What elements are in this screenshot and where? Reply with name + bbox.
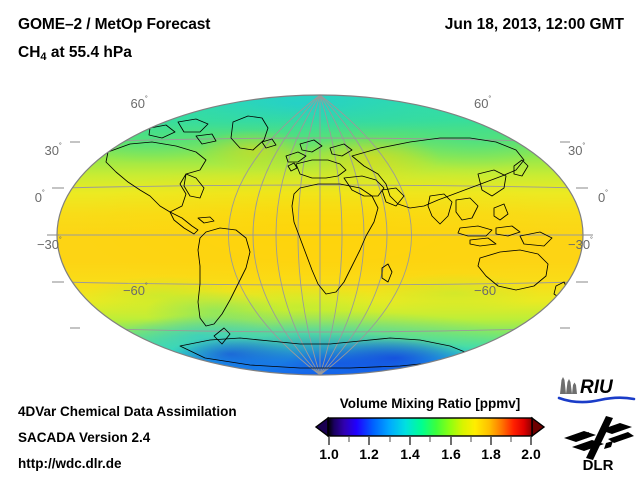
degree-symbol-icon: ˚ [145,281,148,292]
colorbar-tick-1: 1.0 [319,446,339,462]
colorbar-major-ticks [328,437,532,445]
colorbar-title: Volume Mixing Ratio [ppmv] [339,396,521,411]
colorbar: Volume Mixing Ratio [ppmv] [312,396,548,472]
ch4-data-field [57,95,583,375]
datetime-label: Jun 18, 2013, 12:00 GMT [444,16,624,33]
colorbar-minor-ticks [348,437,512,442]
colorbar-extend-high-icon [531,416,546,438]
degree-symbol-icon: ˚ [590,235,594,246]
page-title: GOME–2 / MetOp Forecast [18,16,211,33]
lat-label-right-minus60: −60˚ [474,281,500,299]
lat-label-left-minus30: −30˚ [36,235,62,253]
colorbar-tick-5: 1.8 [481,446,501,462]
dlr-bird-icon [564,416,634,460]
colorbar-gradient [314,416,546,445]
colorbar-extend-low-icon [314,416,329,438]
colorbar-tick-3: 1.4 [400,446,420,462]
degree-symbol-icon: ˚ [42,188,45,199]
lat-tick-marks [47,141,593,329]
footer-line-method: 4DVar Chemical Data Assimilation [18,404,237,419]
map-container: 60˚ 30˚ 0˚ −30˚ −60˚ 60˚ 30˚ 0˚ −30˚ −60… [0,78,640,388]
dlr-wordmark: DLR [583,457,614,472]
degree-symbol-icon: ˚ [145,94,148,105]
species-subtitle: CH4 at 55.4 hPa [18,44,132,63]
colorbar-tick-4: 1.6 [441,446,461,462]
lat-label-left-0: 0˚ [34,188,45,206]
species-subscript: 4 [40,51,47,63]
species-prefix: CH [18,44,41,61]
dlr-logo: DLR [564,416,634,472]
world-map [47,94,593,376]
degree-symbol-icon: ˚ [582,141,586,152]
colorbar-tick-2: 1.2 [359,446,379,462]
riu-logo: RIU [557,377,636,404]
lat-label-right-30: 30˚ [568,141,586,159]
footer-line-version: SACADA Version 2.4 [18,430,151,445]
lat-label-left-60: 60˚ [130,94,148,112]
lat-label-left-30: 30˚ [44,141,62,159]
footer-line-url[interactable]: http://wdc.dlr.de [18,456,122,471]
degree-symbol-icon: ˚ [59,235,62,246]
lat-label-right-minus30: −30˚ [568,235,594,253]
lat-label-right-0: 0˚ [598,188,609,206]
species-suffix: at 55.4 hPa [46,44,132,61]
colorbar-tick-labels: 1.0 1.2 1.4 1.6 1.8 2.0 [312,446,548,468]
riu-wave-icon [557,396,636,404]
degree-symbol-icon: ˚ [496,281,500,292]
lat-label-right-60: 60˚ [474,94,492,112]
degree-symbol-icon: ˚ [605,188,609,199]
riu-wordmark: RIU [580,377,614,398]
colorbar-bar [327,417,533,437]
riu-towers-icon [560,377,577,394]
lat-label-left-minus60: −60˚ [122,281,148,299]
degree-symbol-icon: ˚ [488,94,492,105]
degree-symbol-icon: ˚ [59,141,62,152]
colorbar-tick-6: 2.0 [521,446,541,462]
graticule [57,95,583,375]
